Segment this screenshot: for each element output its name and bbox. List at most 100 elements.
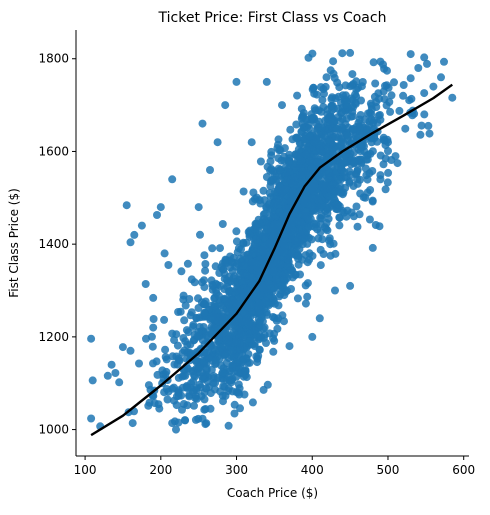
scatter-point: [334, 200, 343, 209]
scatter-point: [187, 379, 196, 388]
scatter-point: [386, 107, 395, 116]
scatter-point: [347, 156, 356, 165]
scatter-point: [287, 249, 296, 258]
scatter-point: [305, 132, 314, 141]
y-tick-label: 1400: [38, 237, 69, 251]
scatter-point: [262, 339, 270, 347]
scatter-point: [149, 323, 158, 332]
scatter-point: [245, 226, 254, 235]
scatter-point: [382, 101, 391, 110]
x-tick-label: 500: [377, 463, 400, 477]
scatter-point: [270, 336, 279, 345]
scatter-point: [437, 73, 445, 82]
scatter-point: [365, 117, 374, 126]
scatter-point: [286, 125, 295, 134]
scatter-point: [297, 114, 306, 123]
scatter-point: [183, 259, 192, 268]
scatter-point: [259, 385, 268, 394]
scatter-point: [200, 308, 209, 317]
scatter-point: [256, 157, 265, 166]
scatter-point: [271, 187, 279, 196]
scatter-point: [255, 323, 264, 332]
scatter-points: [87, 48, 457, 434]
scatter-point: [214, 291, 223, 300]
scatter-point: [304, 53, 313, 62]
scatter-point: [423, 59, 431, 68]
scatter-point: [269, 347, 278, 356]
scatter-point: [224, 372, 233, 381]
scatter-point: [348, 70, 357, 79]
scatter-point: [335, 83, 344, 92]
scatter-point: [186, 367, 195, 376]
y-tick-label: 1800: [38, 52, 69, 66]
scatter-point: [194, 328, 203, 336]
scatter-point: [299, 234, 308, 243]
scatter-point: [200, 276, 208, 285]
y-tick-label: 1000: [38, 423, 69, 437]
scatter-point: [176, 307, 185, 316]
scatter-point: [297, 104, 306, 113]
scatter-point: [196, 230, 204, 239]
scatter-point: [228, 346, 237, 355]
scatter-point: [393, 159, 402, 168]
y-axis-label: Fist Class Price ($): [7, 188, 21, 298]
scatter-point: [168, 175, 177, 184]
scatter-point: [384, 168, 393, 177]
scatter-point: [234, 388, 243, 397]
scatter-point: [273, 324, 282, 333]
scatter-point: [340, 208, 349, 217]
x-tick-label: 400: [301, 463, 324, 477]
scatter-point: [272, 316, 281, 325]
scatter-point: [233, 259, 242, 268]
scatter-point: [216, 281, 225, 290]
chart-title: Ticket Price: First Class vs Coach: [158, 10, 387, 26]
scatter-point: [253, 263, 262, 272]
scatter-point: [168, 419, 177, 428]
scatter-point: [198, 119, 207, 128]
fit-line: [90, 83, 453, 437]
scatter-point: [235, 338, 244, 347]
scatter-point: [219, 329, 228, 338]
scatter-point: [211, 355, 220, 364]
scatter-point: [323, 226, 332, 235]
scatter-point: [237, 245, 245, 254]
scatter-point: [381, 185, 390, 194]
scatter-point: [219, 382, 228, 391]
scatter-point: [354, 83, 362, 92]
scatter-point: [318, 96, 327, 104]
scatter-point: [356, 111, 365, 119]
scatter-point: [308, 332, 317, 341]
scatter-point: [152, 357, 161, 366]
scatter-point: [163, 395, 172, 404]
x-tick-label: 600: [452, 463, 475, 477]
scatter-point: [310, 180, 319, 189]
scatter-point: [312, 135, 321, 143]
scatter-point: [87, 414, 96, 423]
scatter-point: [194, 203, 203, 212]
scatter-point: [308, 202, 317, 211]
scatter-point: [280, 317, 288, 326]
scatter-point: [371, 79, 380, 88]
scatter-point: [232, 77, 241, 86]
scatter-point: [199, 323, 208, 331]
scatter-point: [336, 182, 345, 191]
scatter-point: [172, 425, 180, 434]
scatter-point: [201, 420, 210, 429]
scatter-point: [414, 64, 423, 72]
scatter-point: [295, 218, 304, 227]
scatter-point: [162, 385, 171, 393]
scatter-point: [253, 358, 262, 367]
scatter-point: [87, 334, 96, 343]
scatter-point: [180, 416, 189, 425]
scatter-point: [284, 158, 293, 167]
scatter-point: [316, 214, 325, 222]
scatter-point: [240, 261, 249, 270]
scatter-point: [358, 78, 367, 86]
scatter-point: [440, 57, 448, 66]
scatter-point: [186, 340, 195, 349]
scatter-point: [316, 245, 325, 254]
scatter-point: [103, 371, 112, 380]
scatter-point: [275, 292, 284, 301]
